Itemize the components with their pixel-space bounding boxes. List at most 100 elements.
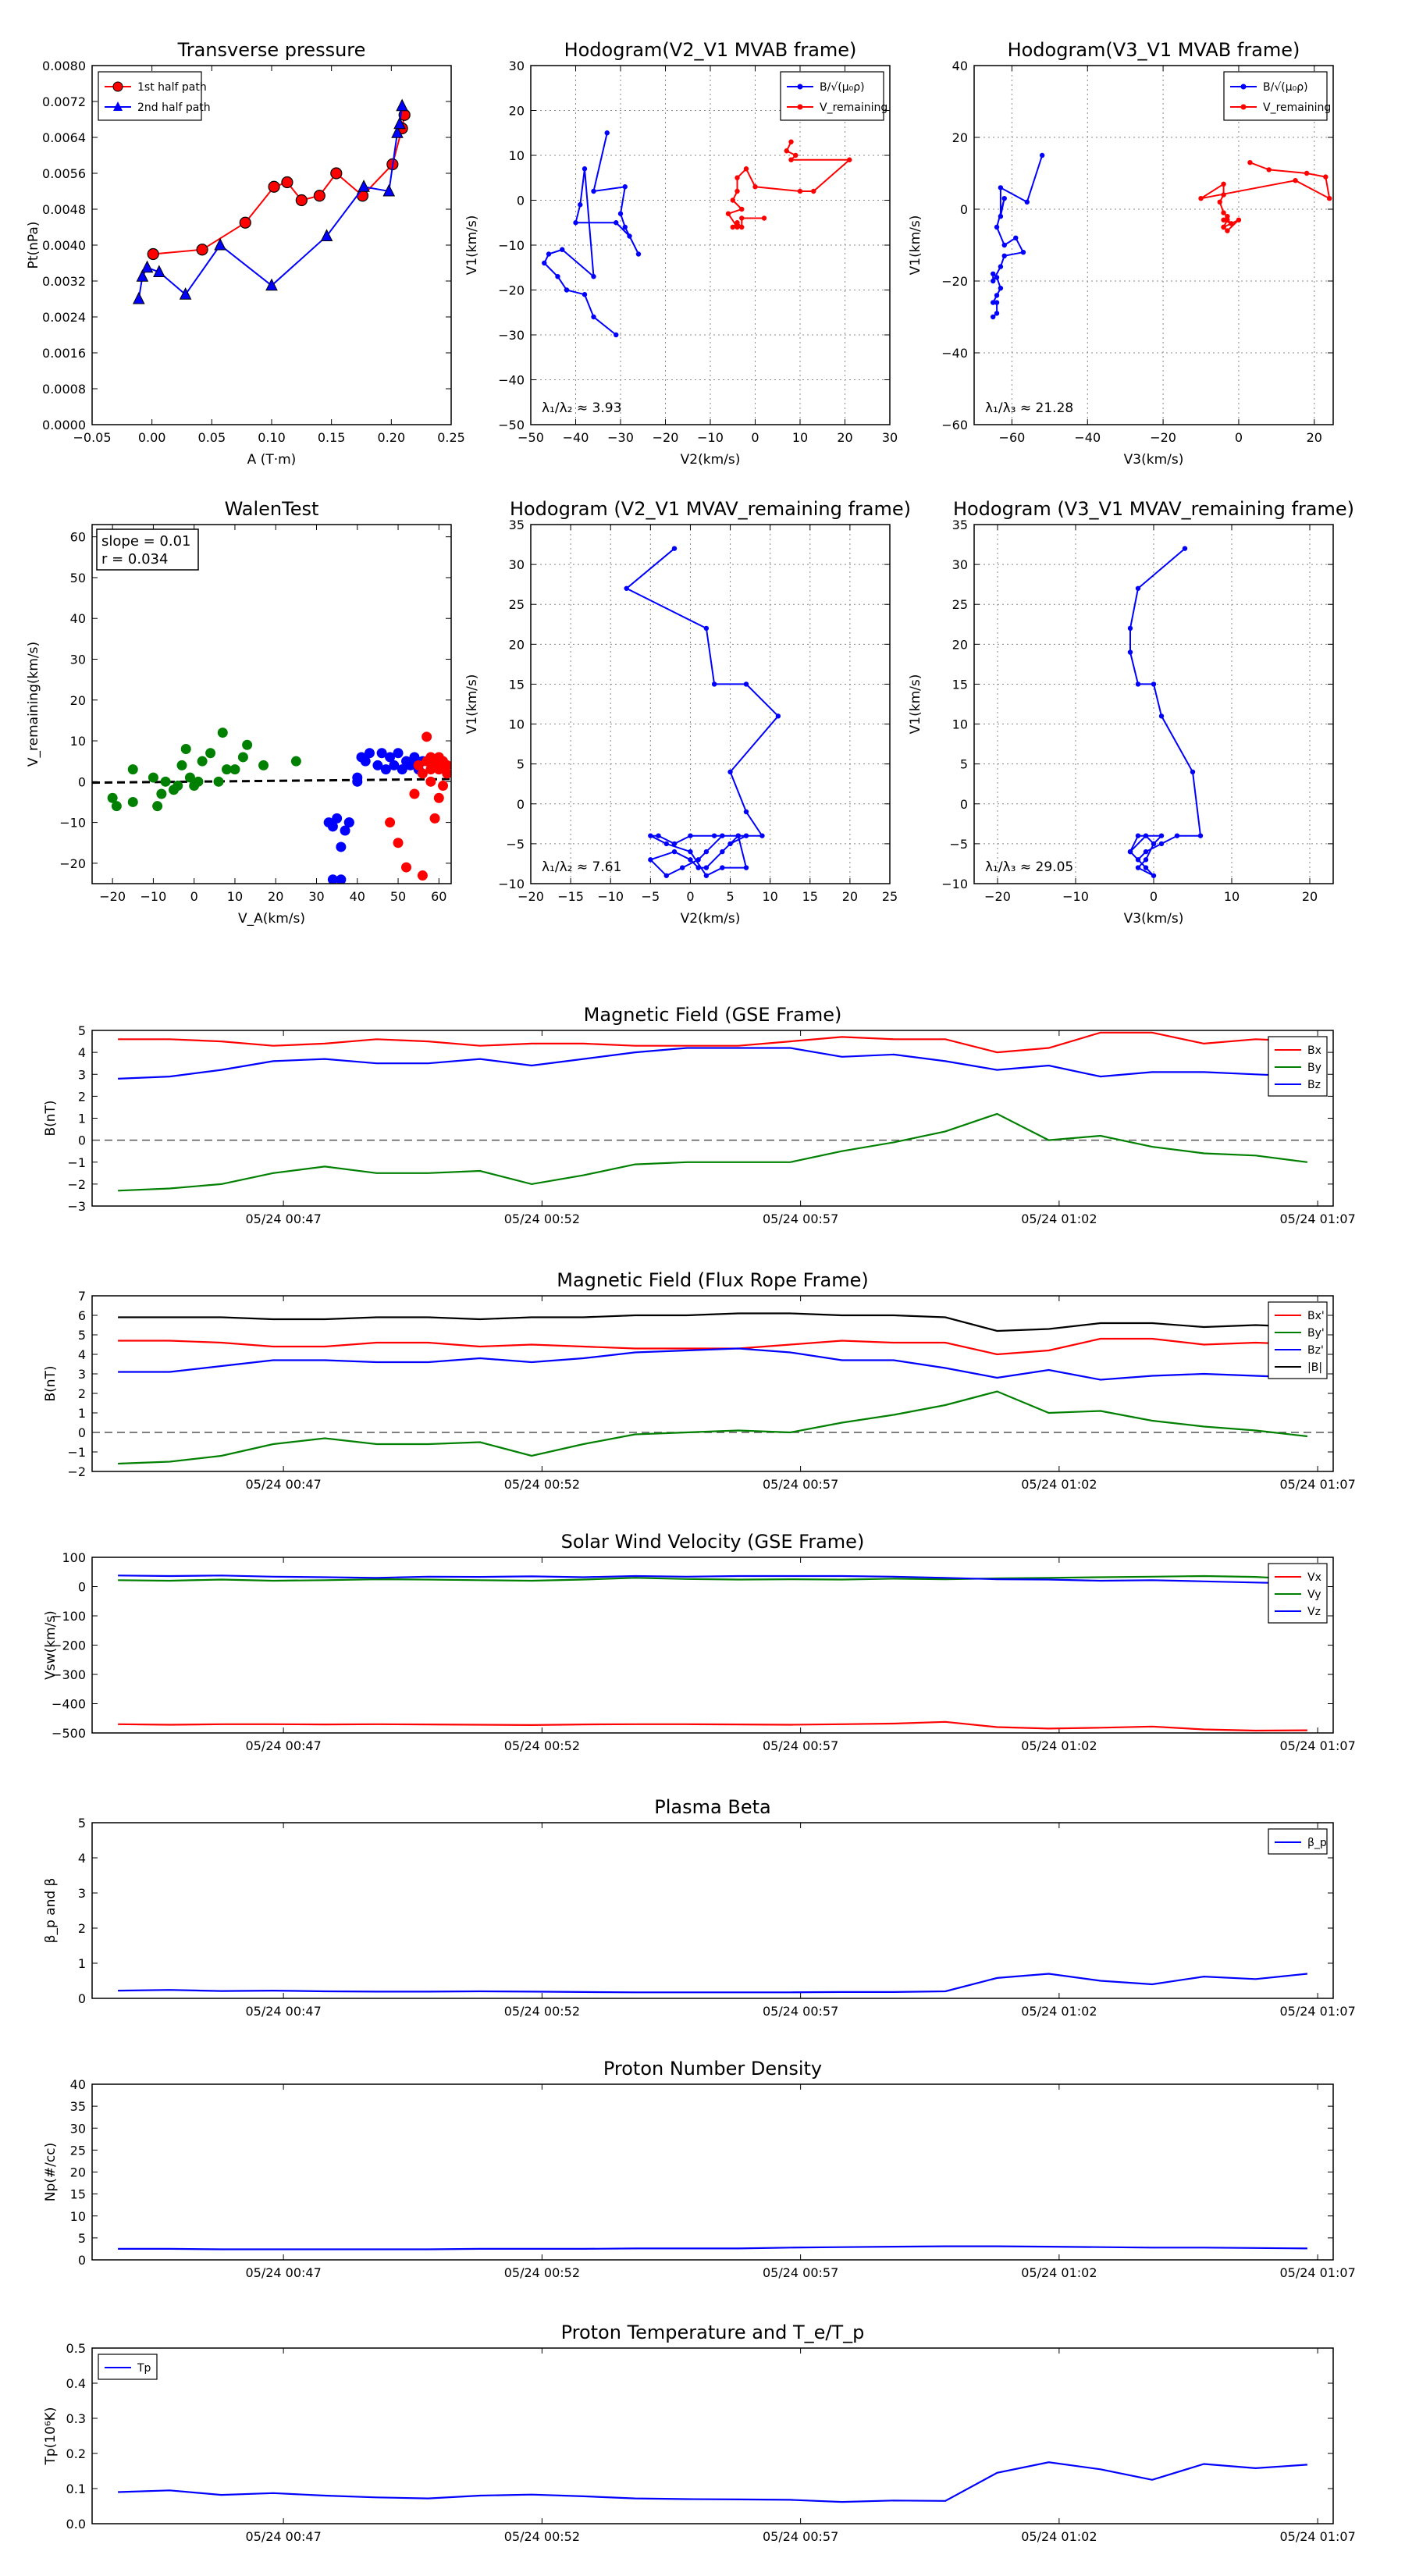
data-point — [413, 760, 424, 770]
data-point — [688, 857, 693, 863]
data-point — [147, 247, 159, 261]
plot-area — [92, 1312, 1333, 1465]
y-tick-label: 1 — [78, 1112, 86, 1126]
data-point — [127, 796, 138, 807]
y-tick-label: 20 — [952, 637, 968, 652]
series-0 — [107, 728, 301, 812]
x-tick-label: 0 — [686, 889, 694, 904]
plot-area — [118, 2461, 1307, 2503]
x-tick-label: −10 — [597, 889, 624, 904]
data-point — [720, 849, 725, 855]
y-tick-label: 0.0000 — [42, 418, 86, 432]
y-tick-label: 5 — [78, 1328, 86, 1343]
series-1 — [725, 139, 852, 230]
series-0 — [118, 2245, 1307, 2250]
plot-area — [542, 130, 852, 338]
data-point — [433, 752, 444, 763]
chart-h3: Hodogram (V2_V1 MVAV_remaining frame) −20… — [464, 498, 911, 927]
x-tick-label: 05/24 00:47 — [245, 1738, 321, 1753]
x-tick-label: 0.10 — [258, 430, 286, 445]
data-point — [735, 220, 740, 226]
x-tick-label: 05/24 01:07 — [1279, 1477, 1355, 1492]
y-axis-label: Pt(nPa) — [26, 222, 41, 269]
series-line — [118, 1390, 1308, 1465]
data-point — [356, 190, 369, 202]
data-point — [703, 849, 710, 855]
chart-title: Solar Wind Velocity (GSE Frame) — [561, 1531, 865, 1553]
x-tick-label: 05/24 00:52 — [504, 1212, 580, 1226]
legend-box — [780, 71, 884, 121]
data-point — [393, 116, 406, 130]
y-tick-label: −2 — [67, 1177, 86, 1192]
y-tick-label: 0.3 — [66, 2411, 86, 2426]
x-tick-label: 05/24 01:02 — [1021, 1212, 1097, 1226]
y-tick-label: 6 — [78, 1308, 86, 1323]
x-tick-label: 0.15 — [318, 430, 346, 445]
x-tick-label: 05/24 00:47 — [245, 2529, 321, 2544]
x-tick-label: 05/24 00:52 — [504, 1738, 580, 1753]
series-2 — [118, 1047, 1307, 1080]
chart-tp: Transverse pressure −0.05 0.00 0.05 0.10 0.15… — [26, 39, 465, 468]
chart-title: WalenTest — [225, 498, 319, 520]
x-tick-label: 05/24 00:47 — [245, 1477, 321, 1492]
data-point — [136, 269, 149, 282]
plot-frame — [91, 65, 452, 425]
data-point — [743, 166, 749, 172]
y-tick-label: 0 — [78, 1991, 86, 2006]
data-point — [438, 781, 449, 792]
data-point — [994, 224, 1000, 230]
series-2 — [385, 731, 451, 881]
chart-h2: Hodogram(V3_V1 MVAB frame) −60 −40 −20 0 20 −6… — [908, 39, 1334, 468]
data-point — [422, 756, 432, 767]
y-tick-label: 30 — [70, 2121, 86, 2136]
x-tick-label: −20 — [1150, 430, 1176, 445]
y-tick-label: 0.2 — [66, 2446, 86, 2461]
y-tick-label: 0.0072 — [42, 94, 86, 109]
data-point — [352, 772, 363, 783]
y-tick-label: 10 — [509, 148, 525, 163]
data-point — [258, 760, 269, 770]
chart-title: Transverse pressure — [177, 39, 366, 61]
series-line — [118, 2461, 1307, 2503]
legend-marker — [113, 101, 123, 111]
y-tick-label: 5 — [78, 1023, 86, 1038]
y-tick-label: −3 — [67, 1199, 86, 1214]
data-point — [635, 251, 642, 257]
y-tick-label: 25 — [70, 2143, 86, 2158]
y-tick-label: 4 — [78, 1045, 86, 1060]
x-tick-label: 50 — [390, 889, 406, 904]
legend-box — [98, 71, 202, 121]
legend-label: B/√(μ₀ρ) — [1263, 81, 1308, 94]
plot-frame — [973, 524, 1334, 884]
chart-title: Magnetic Field (GSE Frame) — [584, 1004, 842, 1026]
x-tick-label: −20 — [984, 889, 1011, 904]
data-point — [148, 772, 158, 783]
x-axis-label: V3(km/s) — [1124, 452, 1184, 468]
y-tick-label: 100 — [62, 1550, 86, 1565]
ratio-annotation: λ₁/λ₃ ≈ 21.28 — [985, 400, 1073, 416]
data-point — [393, 748, 404, 759]
data-point — [994, 300, 1000, 305]
legend-label: 1st half path — [137, 81, 207, 94]
x-tick-label: 05/24 00:52 — [504, 2004, 580, 2019]
data-point — [560, 247, 565, 252]
series-line — [118, 1574, 1307, 1585]
x-tick-label: −40 — [563, 430, 589, 445]
legend-label: β_p — [1307, 1837, 1327, 1849]
data-point — [730, 224, 735, 230]
y-tick-label: 0 — [78, 2253, 86, 2268]
plot-area — [92, 1031, 1333, 1192]
data-point — [1158, 833, 1165, 838]
data-point — [680, 865, 685, 870]
y-tick-label: 0 — [517, 194, 525, 208]
y-tick-label: −20 — [59, 856, 86, 871]
chart-beta: Plasma Beta 05/24 00:47 05/24 00:52 05/24 0… — [43, 1796, 1356, 2019]
data-point — [1174, 833, 1180, 838]
data-point — [998, 264, 1004, 269]
data-point — [389, 760, 400, 770]
y-tick-label: 35 — [70, 2099, 86, 2114]
plot-frame — [91, 2083, 1334, 2261]
data-point — [429, 813, 440, 824]
data-point — [376, 748, 387, 759]
